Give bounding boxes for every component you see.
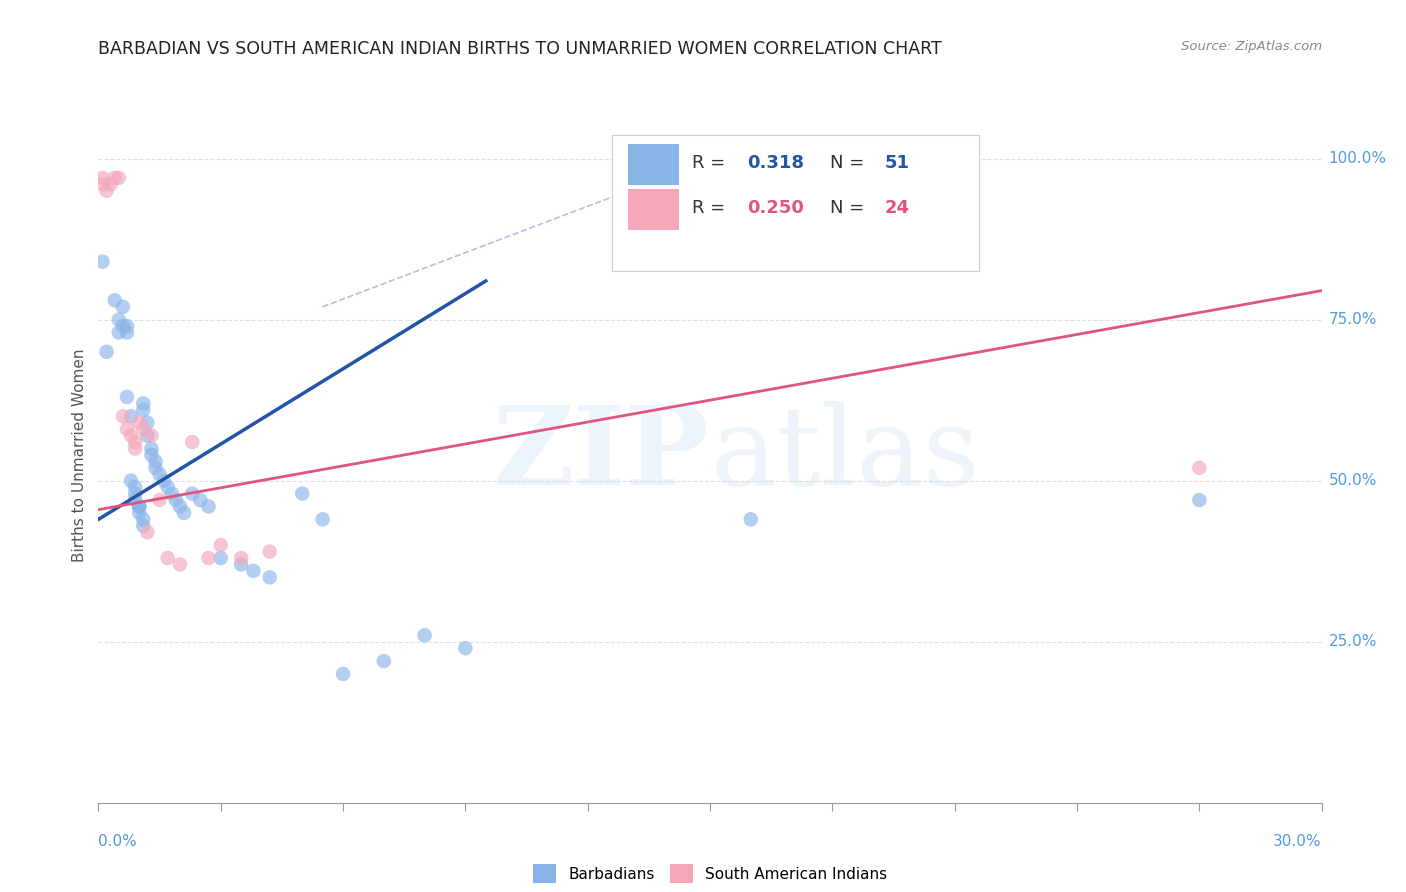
Point: [100, 178, 122, 192]
Point: [312, 512, 335, 526]
Point: [188, 493, 212, 508]
Point: [91, 170, 114, 185]
Point: [115, 326, 138, 340]
Point: [141, 448, 163, 462]
Point: [149, 467, 172, 482]
Point: [124, 480, 146, 494]
Text: 0.0%: 0.0%: [98, 834, 138, 849]
Text: 0.250: 0.250: [747, 199, 804, 217]
Point: [132, 396, 155, 410]
Point: [124, 435, 146, 450]
Point: [91, 178, 114, 192]
Point: [197, 551, 219, 566]
Text: 75.0%: 75.0%: [1329, 312, 1376, 327]
Point: [96, 184, 118, 198]
Point: [120, 474, 142, 488]
Point: [111, 319, 134, 334]
Point: [231, 551, 253, 566]
Point: [132, 422, 155, 436]
Text: 0.318: 0.318: [747, 153, 804, 171]
Point: [259, 570, 281, 584]
Y-axis label: Births to Unmarried Women: Births to Unmarried Women: [72, 348, 87, 562]
Text: Source: ZipAtlas.com: Source: ZipAtlas.com: [1181, 40, 1322, 54]
Point: [104, 170, 127, 185]
FancyBboxPatch shape: [628, 144, 679, 185]
Text: 50.0%: 50.0%: [1329, 473, 1376, 488]
Text: 24: 24: [884, 199, 910, 217]
Point: [115, 319, 138, 334]
Point: [128, 500, 150, 514]
Point: [454, 641, 477, 656]
Point: [141, 442, 163, 456]
Point: [242, 564, 264, 578]
Point: [209, 551, 232, 566]
Point: [740, 512, 762, 526]
Legend: Barbadians, South American Indians: Barbadians, South American Indians: [527, 858, 893, 889]
Point: [120, 409, 142, 424]
Point: [104, 293, 127, 308]
Point: [181, 486, 204, 500]
Point: [145, 460, 167, 475]
Text: R =: R =: [692, 199, 731, 217]
Point: [111, 300, 134, 314]
Text: R =: R =: [692, 153, 731, 171]
Text: BARBADIAN VS SOUTH AMERICAN INDIAN BIRTHS TO UNMARRIED WOMEN CORRELATION CHART: BARBADIAN VS SOUTH AMERICAN INDIAN BIRTH…: [98, 40, 942, 58]
Point: [124, 486, 146, 500]
Text: 30.0%: 30.0%: [1274, 834, 1322, 849]
Point: [332, 667, 354, 681]
Text: ZIP: ZIP: [494, 401, 710, 508]
Point: [132, 512, 155, 526]
Point: [197, 500, 219, 514]
Point: [108, 170, 131, 185]
Point: [149, 493, 172, 508]
Point: [132, 518, 155, 533]
Point: [291, 486, 314, 500]
Point: [156, 480, 179, 494]
Text: 51: 51: [884, 153, 910, 171]
Point: [156, 551, 179, 566]
Point: [165, 493, 187, 508]
Point: [91, 254, 114, 268]
Point: [160, 486, 183, 500]
FancyBboxPatch shape: [612, 135, 979, 270]
Point: [124, 442, 146, 456]
Point: [115, 422, 138, 436]
Text: 100.0%: 100.0%: [1329, 151, 1386, 166]
Point: [169, 500, 191, 514]
Point: [128, 506, 150, 520]
Point: [373, 654, 395, 668]
Point: [141, 428, 163, 442]
Point: [259, 544, 281, 558]
Point: [181, 435, 204, 450]
Point: [128, 500, 150, 514]
Point: [128, 500, 150, 514]
Point: [136, 416, 159, 430]
Point: [152, 474, 174, 488]
Point: [173, 506, 195, 520]
Text: atlas: atlas: [710, 401, 980, 508]
Text: N =: N =: [830, 153, 870, 171]
Point: [111, 409, 134, 424]
Point: [1188, 493, 1211, 508]
Point: [108, 312, 131, 326]
Point: [108, 326, 131, 340]
Point: [231, 558, 253, 572]
Point: [169, 558, 191, 572]
Point: [128, 416, 150, 430]
Point: [136, 525, 159, 540]
FancyBboxPatch shape: [628, 189, 679, 230]
Point: [1188, 460, 1211, 475]
Text: 25.0%: 25.0%: [1329, 634, 1376, 649]
Point: [96, 344, 118, 359]
Point: [413, 628, 436, 642]
Point: [124, 493, 146, 508]
Point: [145, 454, 167, 468]
Point: [120, 428, 142, 442]
Point: [115, 390, 138, 404]
Point: [136, 428, 159, 442]
Text: N =: N =: [830, 199, 870, 217]
Point: [132, 402, 155, 417]
Point: [209, 538, 232, 552]
